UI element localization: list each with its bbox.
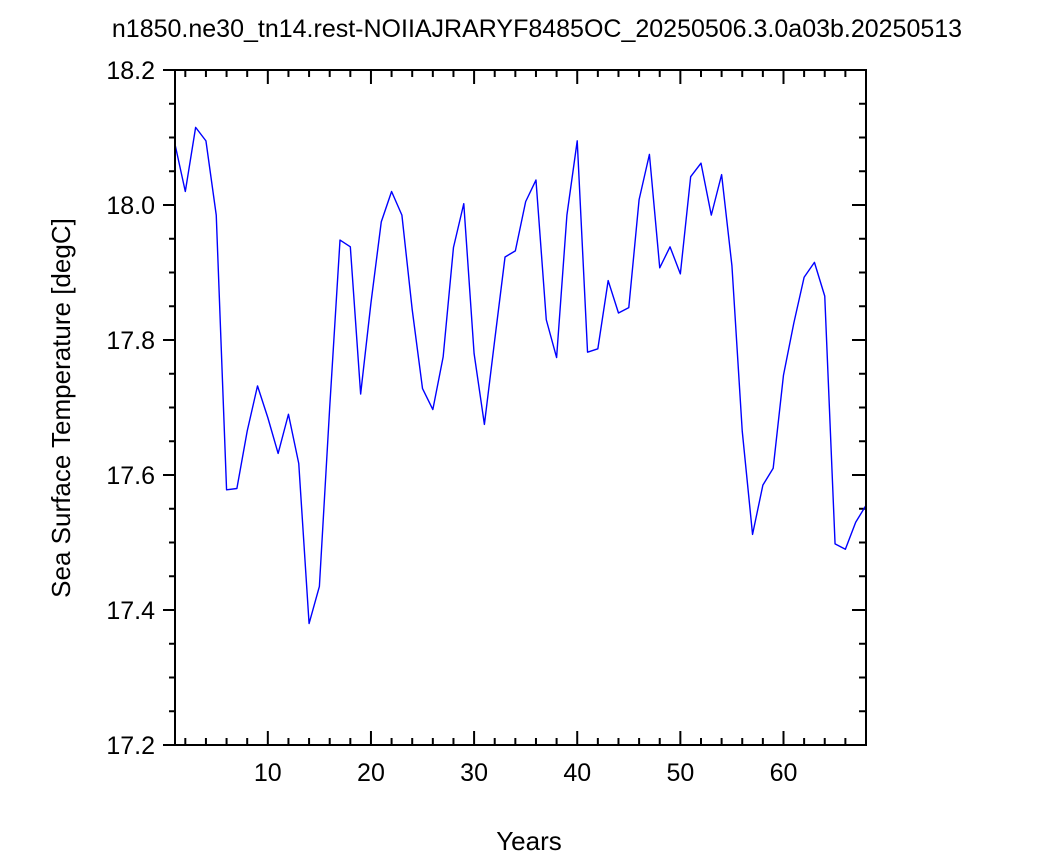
- data-series: [174, 126, 867, 625]
- y-axis-label: Sea Surface Temperature [degC]: [46, 218, 76, 598]
- y-tick-label: 17.4: [106, 597, 155, 625]
- plot-frame: [174, 69, 867, 746]
- x-tick-label: 30: [460, 759, 488, 787]
- x-tick-label: 10: [254, 759, 282, 787]
- x-axis-label: Years: [496, 826, 562, 856]
- x-tick-label: 50: [666, 759, 694, 787]
- x-tick-label: 40: [563, 759, 591, 787]
- y-tick-label: 18.0: [106, 192, 155, 220]
- y-tick-label: 17.2: [106, 732, 155, 760]
- sst-series-line: [174, 126, 867, 625]
- chart-title: n1850.ne30_tn14.rest-NOIIAJRARYF8485OC_2…: [112, 15, 962, 43]
- x-tick-label: 20: [357, 759, 385, 787]
- plot-axes: 10 20 30 40 50 60 17.2 17.4 17.6 17.8 18.0 18.2: [106, 57, 867, 787]
- y-tick-label: 18.2: [106, 57, 155, 85]
- x-tick-label: 60: [770, 759, 798, 787]
- y-tick-label: 17.8: [106, 327, 155, 355]
- y-tick-label: 17.6: [106, 462, 155, 490]
